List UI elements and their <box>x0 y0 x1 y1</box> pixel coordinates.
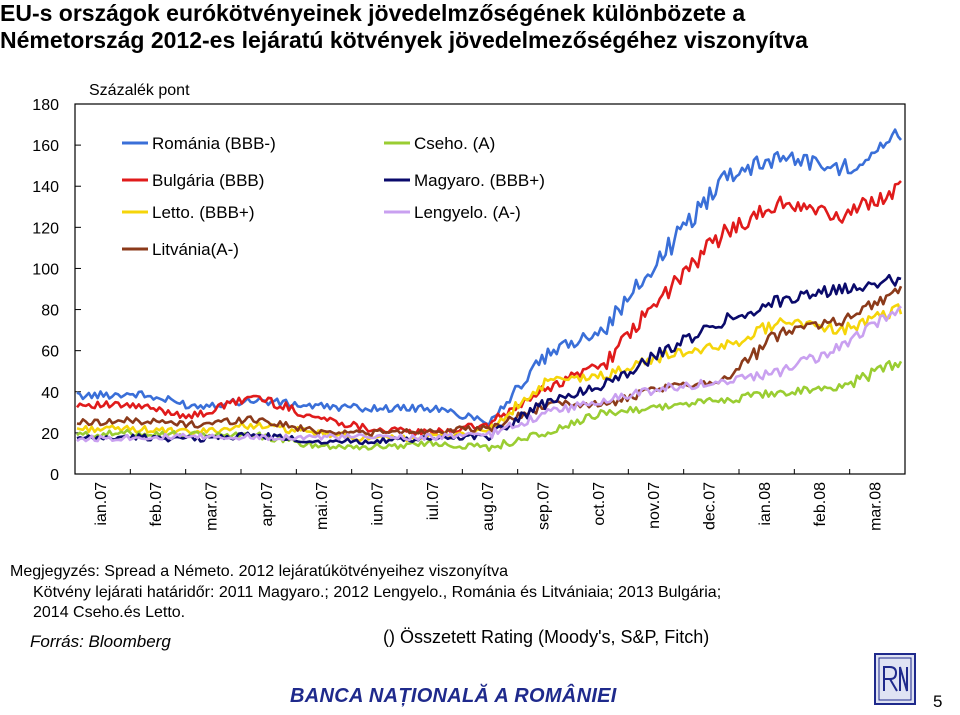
x-tick-label: iun.07 <box>370 482 387 526</box>
chart-title: EU-s országok eurókötvényeinek jövedelmz… <box>0 0 940 54</box>
series-line <box>76 303 903 443</box>
y-tick-label: 40 <box>41 385 59 402</box>
note-line-2: Kötvény lejárati határidőr: 2011 Magyaro… <box>33 584 722 601</box>
plot-frame <box>74 103 906 475</box>
series-line <box>76 128 903 426</box>
note-line-3: 2014 Cseho.és Letto. <box>33 604 186 621</box>
y-tick-label: 140 <box>32 179 59 196</box>
rating-note: () Összetett Rating (Moody's, S&P, Fitch… <box>383 627 710 647</box>
y-tick-label: 0 <box>50 467 59 484</box>
line-chart: 0 20 40 60 80 100 120 140 160 180 Százalék pont ian… <box>32 82 906 531</box>
legend-label: Románia (BBB-) <box>152 134 276 153</box>
chart-title-line1: EU-s országok eurókötvényeinek jövedelmz… <box>0 0 746 26</box>
y-tick-label: 100 <box>32 261 59 278</box>
x-tick-label: dec.07 <box>702 482 719 530</box>
y-tick-label: 60 <box>41 344 59 361</box>
note-line-1: Megjegyzés: Spread a Németo. 2012 lejára… <box>10 563 509 580</box>
x-tick-label: mar.07 <box>204 482 221 531</box>
legend-label: Lengyelo. (A-) <box>414 203 521 222</box>
series-line <box>76 285 903 438</box>
x-tick-label: nov.07 <box>646 482 663 529</box>
y-tick-label: 180 <box>32 97 59 114</box>
legend-label: Litvánia(A-) <box>152 240 239 259</box>
y-tick-label: 80 <box>41 303 59 320</box>
legend-label: Bulgária (BBB) <box>152 171 264 190</box>
page-number: 5 <box>933 692 943 711</box>
source-note: Forrás: Bloomberg <box>30 632 171 651</box>
x-tick-label: feb.08 <box>812 482 829 527</box>
bank-name: BANCA NAȚIONALĂ A ROMÂNIEI <box>290 685 617 707</box>
x-tick-label: ian.08 <box>757 482 774 526</box>
x-tick-label: mai.07 <box>314 482 331 530</box>
x-tick-label: apr.07 <box>259 482 276 527</box>
y-tick-label: 20 <box>41 426 59 443</box>
bnr-crest-logo-icon <box>874 653 916 705</box>
y-tick-label: 160 <box>32 138 59 155</box>
legend-label: Cseho. (A) <box>414 134 495 153</box>
x-tick-label: sep.07 <box>536 482 553 530</box>
x-tick-label: mar.08 <box>868 482 885 531</box>
x-tick-label: aug.07 <box>480 482 497 531</box>
x-tick-label: feb.07 <box>148 482 165 527</box>
x-tick-label: iul.07 <box>425 482 442 520</box>
legend-label: Letto. (BBB+) <box>152 203 255 222</box>
x-tick-label: oct.07 <box>591 482 608 526</box>
y-tick-label: 120 <box>32 220 59 237</box>
legend-label: Magyaro. (BBB+) <box>414 171 545 190</box>
x-tick-label: ian.07 <box>93 482 110 526</box>
series-line <box>76 273 902 446</box>
chart-title-line2: Németország 2012-es lejáratú kötvények j… <box>0 27 808 53</box>
y-axis-label: Százalék pont <box>89 82 190 99</box>
series-line <box>76 305 902 443</box>
